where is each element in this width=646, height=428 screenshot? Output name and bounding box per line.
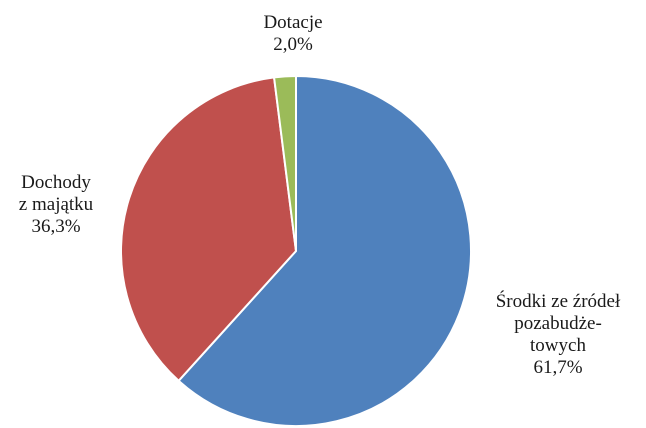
slice-srodki-label: Środki ze źródeł pozabudże-towych 61,7% xyxy=(496,290,621,378)
pie-labels: Środki ze źródeł pozabudże-towych 61,7% Doc… xyxy=(19,12,621,378)
slice-name-label: Środki ze źródeł xyxy=(496,290,621,312)
slice-name-label: z majątku xyxy=(19,194,94,215)
slice-value-label: 2,0% xyxy=(273,34,313,55)
slice-dotacje xyxy=(272,74,297,252)
slice-dotacje-label: Dotacje 2,0% xyxy=(263,12,322,55)
slice-dochody xyxy=(120,76,298,383)
slice-name-label: towych xyxy=(530,335,586,356)
slice-name-label: pozabudże- xyxy=(514,313,602,334)
pie-slices xyxy=(120,74,472,427)
slice-name-label: Dochody xyxy=(21,172,91,193)
slice-dochody-label: Dochody z majątku 36,3% xyxy=(19,172,94,237)
slice-name-label: Dotacje xyxy=(263,12,322,33)
slice-srodki xyxy=(177,74,472,427)
slice-value-label: 61,7% xyxy=(533,357,582,378)
slice-value-label: 36,3% xyxy=(31,216,80,237)
